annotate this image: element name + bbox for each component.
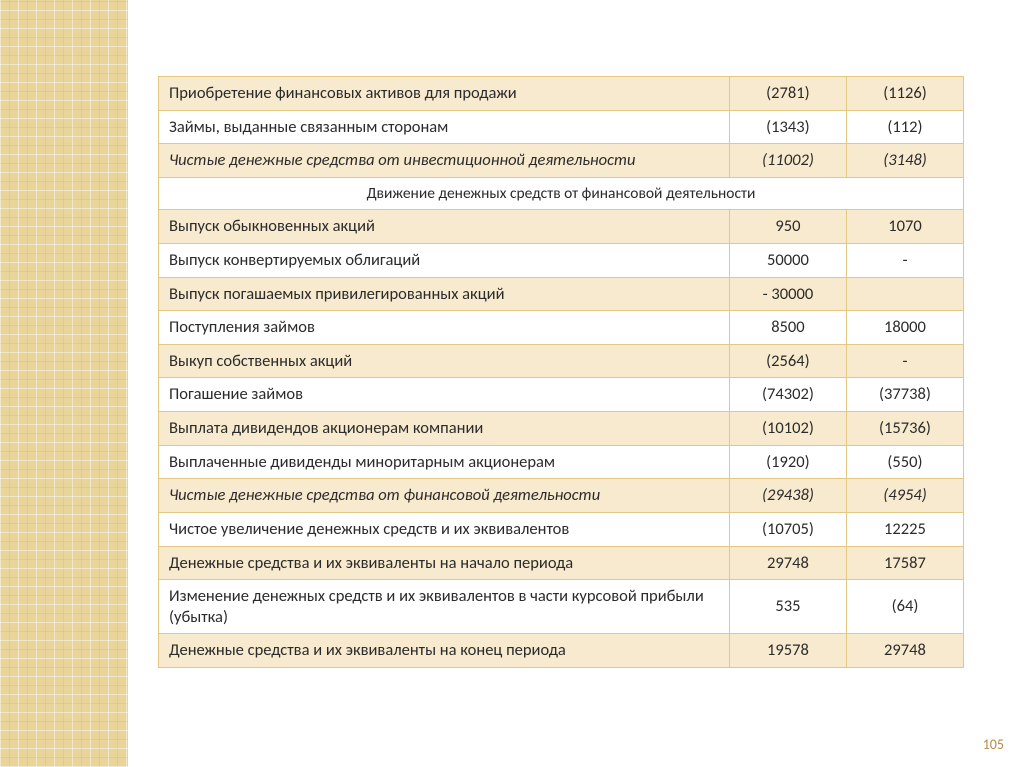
row-value-2: 29748: [846, 634, 963, 668]
table-row: Выплата дивидендов акционерам компании(1…: [159, 412, 964, 446]
table-row: Чистое увеличение денежных средств и их …: [159, 512, 964, 546]
row-label: Денежные средства и их эквиваленты на на…: [159, 546, 730, 580]
row-label: Займы, выданные связанным сторонам: [159, 110, 730, 144]
row-value-2: (112): [846, 110, 963, 144]
row-label: Выпуск погашаемых привилегированных акци…: [159, 277, 730, 311]
slide-content: Приобретение финансовых активов для прод…: [158, 76, 964, 668]
table-row: Чистые денежные средства от финансовой д…: [159, 479, 964, 513]
table-row: Выпуск конвертируемых облигаций50000-: [159, 243, 964, 277]
row-label: Погашение займов: [159, 378, 730, 412]
row-value-2: 12225: [846, 512, 963, 546]
row-value-2: (37738): [846, 378, 963, 412]
row-value-1: (11002): [729, 144, 846, 178]
row-label: Выплата дивидендов акционерам компании: [159, 412, 730, 446]
row-value-1: (2781): [729, 77, 846, 111]
row-label: Чистые денежные средства от инвестиционн…: [159, 144, 730, 178]
row-value-1: (29438): [729, 479, 846, 513]
row-label: Выпуск обыкновенных акций: [159, 210, 730, 244]
row-label: Чистые денежные средства от финансовой д…: [159, 479, 730, 513]
row-value-2: 18000: [846, 311, 963, 345]
table-row: Приобретение финансовых активов для прод…: [159, 77, 964, 111]
row-value-2: (3148): [846, 144, 963, 178]
row-label: Денежные средства и их эквиваленты на ко…: [159, 634, 730, 668]
row-label: Чистое увеличение денежных средств и их …: [159, 512, 730, 546]
row-value-2: (4954): [846, 479, 963, 513]
row-value-2: [846, 277, 963, 311]
table-row: Поступления займов850018000: [159, 311, 964, 345]
table-row: Займы, выданные связанным сторонам(1343)…: [159, 110, 964, 144]
row-value-1: - 30000: [729, 277, 846, 311]
row-label: Выпуск конвертируемых облигаций: [159, 243, 730, 277]
table-row: Выплаченные дивиденды миноритарным акцио…: [159, 445, 964, 479]
table-row: Выпуск погашаемых привилегированных акци…: [159, 277, 964, 311]
row-label: Приобретение финансовых активов для прод…: [159, 77, 730, 111]
decorative-sidebar-pattern: [0, 0, 128, 767]
table-row: Движение денежных средств от финансовой …: [159, 177, 964, 209]
row-value-1: (2564): [729, 344, 846, 378]
section-header: Движение денежных средств от финансовой …: [159, 177, 964, 209]
row-value-1: 19578: [729, 634, 846, 668]
row-label: Выкуп собственных акций: [159, 344, 730, 378]
row-value-1: 29748: [729, 546, 846, 580]
page-number: 105: [983, 736, 1004, 753]
table-row: Погашение займов(74302)(37738): [159, 378, 964, 412]
row-value-2: (1126): [846, 77, 963, 111]
row-value-1: (1343): [729, 110, 846, 144]
row-value-1: (74302): [729, 378, 846, 412]
row-value-1: 535: [729, 580, 846, 634]
row-value-2: (15736): [846, 412, 963, 446]
row-label: Поступления займов: [159, 311, 730, 345]
table-row: Изменение денежных средств и их эквивале…: [159, 580, 964, 634]
table-row: Выпуск обыкновенных акций9501070: [159, 210, 964, 244]
row-value-1: 950: [729, 210, 846, 244]
table-row: Выкуп собственных акций(2564)-: [159, 344, 964, 378]
row-value-2: -: [846, 344, 963, 378]
row-label: Изменение денежных средств и их эквивале…: [159, 580, 730, 634]
table-row: Денежные средства и их эквиваленты на на…: [159, 546, 964, 580]
cashflow-table: Приобретение финансовых активов для прод…: [158, 76, 964, 668]
row-value-2: (550): [846, 445, 963, 479]
row-value-2: (64): [846, 580, 963, 634]
row-value-1: (10705): [729, 512, 846, 546]
row-value-2: 1070: [846, 210, 963, 244]
row-value-2: 17587: [846, 546, 963, 580]
row-value-2: -: [846, 243, 963, 277]
row-value-1: (1920): [729, 445, 846, 479]
table-row: Денежные средства и их эквиваленты на ко…: [159, 634, 964, 668]
row-label: Выплаченные дивиденды миноритарным акцио…: [159, 445, 730, 479]
row-value-1: 50000: [729, 243, 846, 277]
table-row: Чистые денежные средства от инвестиционн…: [159, 144, 964, 178]
row-value-1: (10102): [729, 412, 846, 446]
row-value-1: 8500: [729, 311, 846, 345]
